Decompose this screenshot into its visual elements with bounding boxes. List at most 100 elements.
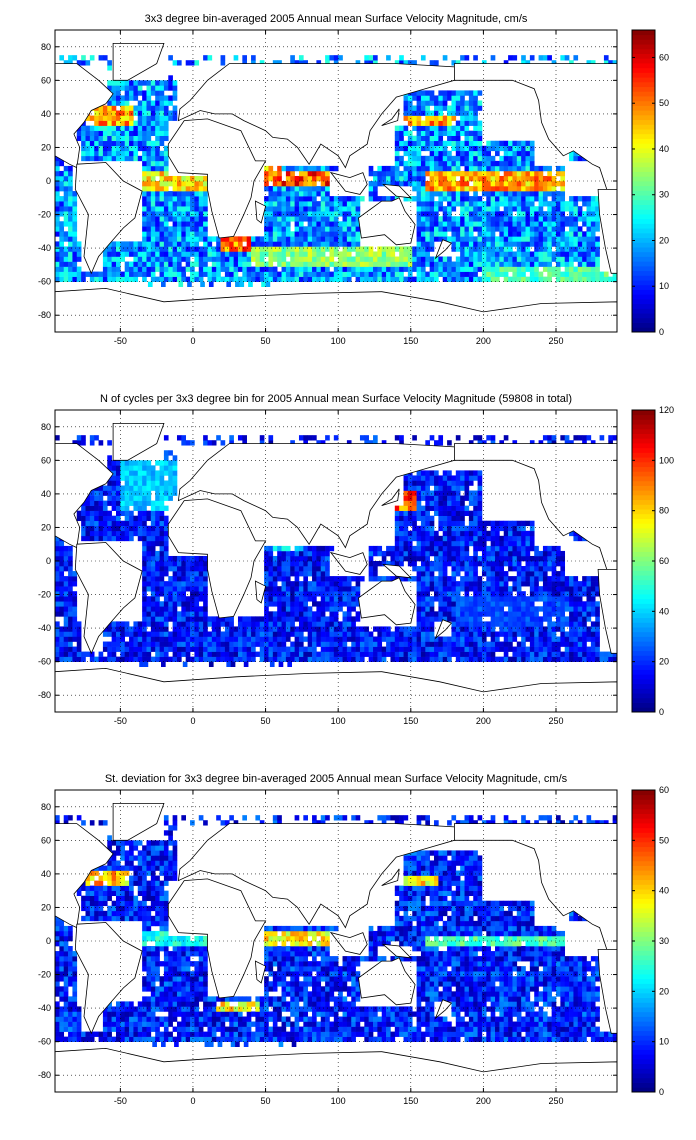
- data-cell: [512, 145, 518, 152]
- data-cell: [63, 601, 69, 607]
- data-cell: [447, 155, 452, 162]
- data-cell: [468, 256, 474, 262]
- data-cell: [407, 636, 413, 642]
- data-cell: [429, 656, 435, 662]
- data-cell: [451, 606, 457, 612]
- data-cell: [412, 196, 417, 202]
- data-cell: [163, 591, 169, 597]
- data-cell: [281, 651, 287, 657]
- data-cell: [355, 276, 361, 282]
- data-cell: [181, 181, 186, 187]
- data-cell: [285, 566, 291, 572]
- data-cell: [412, 125, 417, 131]
- data-cell: [420, 241, 426, 247]
- data-cell: [168, 181, 173, 187]
- data-cell: [447, 211, 452, 217]
- data-cell: [298, 606, 304, 612]
- data-cell: [547, 206, 552, 212]
- data-cell: [416, 170, 422, 177]
- data-cell: [255, 621, 261, 627]
- data-cell: [198, 611, 204, 617]
- data-cell: [107, 65, 112, 71]
- data-cell: [159, 110, 165, 116]
- data-cell: [425, 160, 430, 167]
- data-cell: [460, 206, 465, 212]
- data-cell: [146, 115, 152, 121]
- data-cell: [176, 261, 182, 267]
- data-cell: [438, 105, 444, 111]
- data-cell: [163, 571, 169, 577]
- data-cell: [346, 196, 352, 202]
- data-cell: [325, 566, 330, 572]
- data-cell: [368, 60, 374, 66]
- data-cell: [425, 241, 430, 247]
- data-cell: [486, 256, 491, 262]
- data-cell: [294, 545, 300, 552]
- data-cell: [451, 160, 457, 167]
- data-cell: [477, 170, 483, 177]
- data-cell: [146, 510, 152, 516]
- data-cell: [342, 576, 348, 582]
- data-cell: [111, 470, 117, 476]
- data-cell: [259, 261, 265, 267]
- data-cell: [434, 596, 439, 602]
- data-cell: [251, 271, 256, 277]
- data-cell: [277, 276, 282, 282]
- data-cell: [163, 251, 169, 257]
- data-cell: [94, 510, 99, 516]
- data-cell: [89, 520, 95, 527]
- data-cell: [185, 616, 191, 622]
- data-cell: [420, 490, 426, 496]
- data-cell: [442, 571, 448, 577]
- data-cell: [259, 631, 265, 637]
- data-cell: [176, 236, 182, 242]
- data-cell: [477, 201, 483, 207]
- data-cell: [355, 196, 361, 202]
- data-cell: [163, 540, 169, 547]
- data-cell: [451, 181, 457, 187]
- data-cell: [63, 550, 69, 557]
- data-cell: [333, 231, 339, 237]
- data-cell: [129, 105, 134, 111]
- data-cell: [512, 155, 518, 162]
- data-cell: [115, 641, 121, 647]
- data-cell: [547, 191, 552, 197]
- data-cell: [124, 621, 130, 627]
- data-cell: [508, 201, 513, 207]
- data-cell: [329, 241, 335, 247]
- data-cell: [338, 196, 343, 202]
- data-cell: [76, 510, 82, 516]
- data-cell: [55, 175, 60, 182]
- data-cell: [63, 606, 69, 612]
- data-cell: [94, 276, 99, 282]
- data-cell: [455, 145, 461, 152]
- data-cell: [451, 555, 457, 562]
- data-cell: [59, 211, 65, 217]
- data-cell: [364, 266, 369, 272]
- data-cell: [394, 181, 400, 187]
- data-cell: [102, 485, 108, 491]
- data-cell: [542, 216, 548, 222]
- data-cell: [333, 626, 339, 632]
- data-cell: [120, 105, 126, 111]
- data-cell: [442, 480, 448, 486]
- data-cell: [198, 271, 204, 277]
- data-cell: [55, 196, 60, 202]
- data-cell: [412, 490, 417, 496]
- data-cell: [451, 130, 457, 136]
- data-cell: [229, 626, 234, 632]
- data-cell: [338, 591, 343, 597]
- data-cell: [72, 241, 78, 247]
- data-cell: [168, 271, 173, 277]
- data-cell: [185, 186, 191, 192]
- data-cell: [460, 555, 465, 562]
- data-cell: [312, 636, 317, 642]
- data-cell: [569, 236, 574, 242]
- data-cell: [142, 186, 147, 192]
- data-cell: [194, 561, 200, 567]
- data-cell: [59, 586, 65, 592]
- data-cell: [434, 591, 439, 597]
- data-cell: [477, 266, 483, 272]
- data-cell: [316, 440, 322, 446]
- data-cell: [163, 271, 169, 277]
